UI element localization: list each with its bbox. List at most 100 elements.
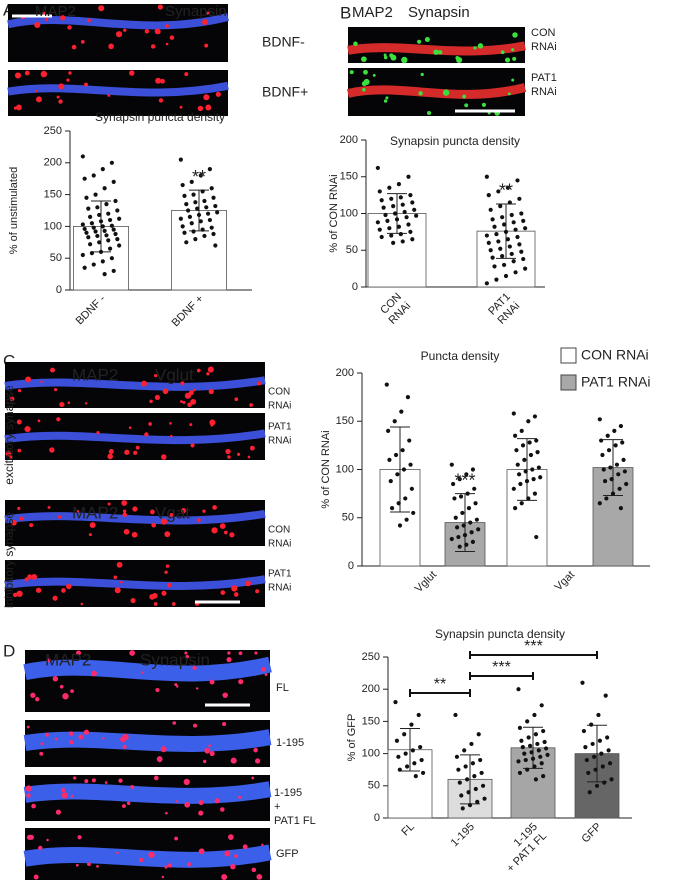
- puncta: [67, 401, 71, 405]
- data-point: [117, 216, 122, 221]
- data-point: [404, 215, 409, 220]
- puncta: [76, 509, 80, 513]
- image-label: +: [274, 801, 280, 813]
- puncta: [40, 380, 43, 383]
- stain-label: MAP2: [72, 503, 118, 522]
- data-point: [616, 472, 621, 477]
- data-point: [198, 219, 203, 224]
- puncta: [349, 70, 354, 75]
- data-point: [476, 527, 481, 532]
- puncta: [167, 863, 172, 868]
- puncta: [165, 24, 169, 28]
- puncta: [189, 423, 193, 427]
- data-point: [189, 221, 194, 226]
- data-point: [393, 452, 399, 458]
- data-point: [456, 534, 461, 540]
- puncta: [132, 506, 138, 512]
- puncta: [169, 35, 175, 40]
- data-point: [91, 262, 96, 267]
- data-point: [513, 270, 518, 275]
- puncta: [87, 862, 91, 867]
- data-point: [180, 224, 185, 229]
- data-point: [511, 259, 516, 264]
- data-point: [104, 202, 109, 207]
- data-point: [543, 746, 549, 751]
- x-tick-label: BDNF +: [170, 293, 206, 329]
- data-point: [526, 496, 531, 501]
- puncta: [221, 874, 228, 880]
- y-tick-label: 200: [340, 134, 358, 146]
- puncta: [156, 756, 163, 762]
- data-point: [605, 433, 610, 438]
- puncta: [107, 502, 111, 506]
- puncta: [473, 46, 477, 50]
- data-point: [416, 712, 421, 718]
- data-point: [84, 230, 89, 235]
- data-point: [457, 780, 462, 785]
- puncta: [149, 399, 153, 404]
- data-point: [377, 227, 382, 232]
- puncta: [34, 21, 41, 29]
- dendrite: [23, 781, 272, 804]
- data-point: [597, 417, 602, 422]
- puncta: [27, 574, 33, 580]
- puncta: [507, 92, 511, 96]
- puncta: [226, 657, 232, 663]
- puncta: [131, 531, 138, 538]
- puncta: [56, 417, 61, 422]
- puncta: [91, 778, 96, 783]
- stain-label: Vglut: [155, 365, 194, 384]
- puncta: [120, 736, 126, 743]
- significance: **: [192, 167, 206, 187]
- data-point: [392, 419, 397, 424]
- data-point: [404, 764, 410, 769]
- data-point: [418, 745, 423, 750]
- puncta: [203, 759, 207, 764]
- significance: ***: [492, 659, 511, 676]
- data-point: [490, 255, 495, 260]
- data-point: [113, 198, 118, 204]
- puncta: [203, 94, 210, 101]
- data-point: [213, 203, 218, 209]
- data-point: [102, 186, 107, 191]
- puncta: [158, 98, 164, 103]
- data-point: [602, 780, 607, 785]
- puncta: [46, 838, 49, 842]
- data-point: [391, 204, 396, 209]
- data-point: [215, 210, 220, 215]
- puncta: [153, 775, 159, 781]
- data-point: [520, 745, 525, 750]
- data-point: [496, 189, 501, 194]
- data-point: [408, 462, 413, 467]
- puncta: [123, 28, 127, 32]
- data-point: [528, 452, 534, 458]
- puncta: [198, 799, 204, 806]
- data-point: [602, 478, 608, 484]
- puncta: [19, 516, 24, 521]
- puncta: [256, 874, 263, 880]
- puncta: [363, 78, 370, 86]
- data-point: [396, 182, 402, 187]
- puncta: [155, 687, 160, 693]
- data-point: [406, 174, 411, 179]
- significance: ***: [524, 638, 543, 655]
- data-point: [525, 719, 530, 724]
- data-point: [184, 202, 189, 207]
- data-point: [500, 254, 505, 259]
- puncta: [67, 25, 72, 30]
- data-point: [453, 712, 458, 718]
- dendrite: [23, 844, 272, 868]
- puncta: [17, 448, 22, 453]
- puncta: [184, 651, 188, 655]
- puncta: [227, 455, 231, 459]
- data-point: [454, 754, 460, 759]
- data-point: [211, 231, 216, 237]
- puncta: [214, 798, 220, 804]
- image-label: RNAi: [268, 539, 291, 550]
- data-point: [401, 467, 407, 472]
- data-point: [86, 235, 91, 240]
- puncta: [24, 70, 30, 76]
- puncta: [59, 684, 64, 689]
- data-point: [388, 478, 393, 484]
- puncta: [28, 834, 34, 840]
